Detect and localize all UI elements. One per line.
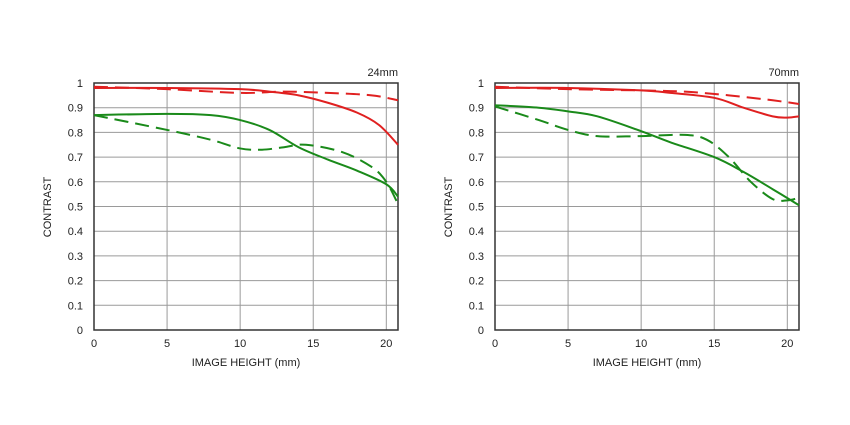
y-axis-label: CONTRAST <box>443 176 455 237</box>
y-tick-label: 0.1 <box>469 300 484 312</box>
grid <box>93 82 398 331</box>
y-tick-label: 0.4 <box>68 226 83 238</box>
y-tick-label: 0 <box>478 325 484 337</box>
series-red-meridional <box>494 85 800 105</box>
y-tick-label: 0.7 <box>68 152 83 164</box>
series-green-meridional <box>494 105 800 202</box>
chart-title: 70mm <box>768 67 799 79</box>
y-tick-label: 0.6 <box>469 177 484 189</box>
y-tick-label: 0.2 <box>68 276 83 288</box>
plot-frame <box>93 82 399 331</box>
y-tick-label: 0.7 <box>469 152 484 164</box>
x-tick-label: 15 <box>708 338 720 350</box>
y-tick-label: 0.2 <box>469 276 484 288</box>
y-tick-label: 0.9 <box>68 103 83 115</box>
y-tick-label: 0.1 <box>68 300 83 312</box>
x-axis-label: IMAGE HEIGHT (mm) <box>593 357 702 369</box>
y-tick-label: 0.5 <box>68 202 83 214</box>
y-axis-label: CONTRAST <box>42 176 54 237</box>
series-red-meridional <box>93 85 399 102</box>
x-tick-label: 0 <box>492 338 498 350</box>
series-green-meridional <box>93 114 399 205</box>
series-green-sagittal <box>93 112 399 198</box>
x-tick-label: 10 <box>234 338 246 350</box>
y-tick-label: 0.8 <box>469 127 484 139</box>
y-tick-label: 0.8 <box>68 127 83 139</box>
x-tick-label: 5 <box>565 338 571 350</box>
y-tick-label: 0.3 <box>469 251 484 263</box>
series-green-sagittal <box>494 104 800 207</box>
y-tick-label: 0.3 <box>68 251 83 263</box>
chart-title: 24mm <box>367 67 398 79</box>
plot-frame <box>494 82 800 331</box>
y-tick-label: 1 <box>478 78 484 90</box>
x-tick-label: 5 <box>164 338 170 350</box>
x-tick-label: 0 <box>91 338 97 350</box>
x-axis-label: IMAGE HEIGHT (mm) <box>192 357 301 369</box>
chart-24mm: 24mm IMAGE HEIGHT (mm) CONTRAST 0 0.1 0.2 0… <box>42 67 399 369</box>
y-tick-label: 0.4 <box>469 226 484 238</box>
x-tick-label: 20 <box>781 338 793 350</box>
chart-70mm: 70mm IMAGE HEIGHT (mm) CONTRAST 0 0.1 0.2 0… <box>443 67 800 369</box>
x-tick-label: 20 <box>380 338 392 350</box>
series-red-sagittal <box>93 86 399 146</box>
series-red-sagittal <box>494 86 800 119</box>
y-tick-label: 0.9 <box>469 103 484 115</box>
y-tick-label: 0 <box>77 325 83 337</box>
y-tick-label: 0.6 <box>68 177 83 189</box>
x-tick-label: 15 <box>307 338 319 350</box>
y-tick-label: 1 <box>77 78 83 90</box>
y-tick-label: 0.5 <box>469 202 484 214</box>
x-tick-label: 10 <box>635 338 647 350</box>
